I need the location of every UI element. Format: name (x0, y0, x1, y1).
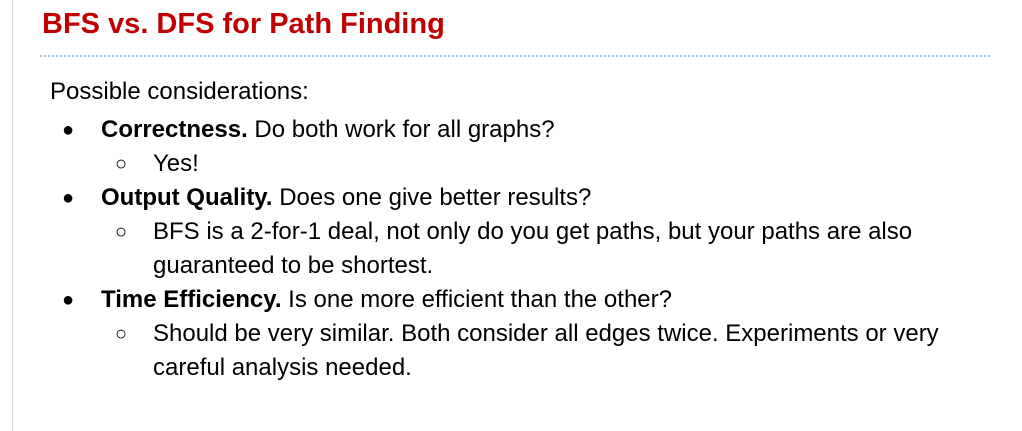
sub-list-item: ○ Should be very similar. Both consider … (101, 317, 990, 385)
filled-bullet-icon: ● (61, 187, 75, 209)
filled-bullet-icon: ● (61, 289, 75, 311)
consideration-answer: BFS is a 2-for-1 deal, not only do you g… (153, 218, 913, 279)
hollow-bullet-icon: ○ (114, 221, 128, 243)
consideration-term: Correctness. (101, 116, 248, 143)
hollow-bullet-icon: ○ (114, 323, 128, 345)
consideration-question: Is one more efficient than the other? (281, 286, 672, 313)
consideration-question: Do both work for all graphs? (247, 116, 555, 143)
considerations-list: ● Correctness. Do both work for all grap… (50, 113, 990, 385)
slide-left-edge (12, 0, 13, 431)
sub-list-item: ○ Yes! (101, 147, 990, 181)
intro-text: Possible considerations: (50, 78, 309, 105)
consideration-correctness: ● Correctness. Do both work for all grap… (50, 113, 990, 181)
sub-list: ○ Should be very similar. Both consider … (101, 317, 990, 385)
consideration-time-efficiency: ● Time Efficiency. Is one more efficient… (50, 283, 990, 385)
slide-body: Possible considerations: ● Correctness. … (50, 75, 990, 385)
sub-list-item: ○ BFS is a 2-for-1 deal, not only do you… (101, 215, 990, 283)
consideration-question: Does one give better results? (272, 184, 592, 211)
slide-title: BFS vs. DFS for Path Finding (42, 8, 445, 40)
consideration-term: Time Efficiency. (101, 286, 282, 313)
filled-bullet-icon: ● (61, 119, 75, 141)
sub-list: ○ Yes! (101, 147, 990, 181)
consideration-answer: Should be very similar. Both consider al… (153, 320, 939, 381)
consideration-term: Output Quality. (101, 184, 273, 211)
consideration-output-quality: ● Output Quality. Does one give better r… (50, 181, 990, 283)
hollow-bullet-icon: ○ (114, 153, 128, 175)
sub-list: ○ BFS is a 2-for-1 deal, not only do you… (101, 215, 990, 283)
title-divider (40, 55, 990, 57)
consideration-answer: Yes! (153, 150, 199, 177)
